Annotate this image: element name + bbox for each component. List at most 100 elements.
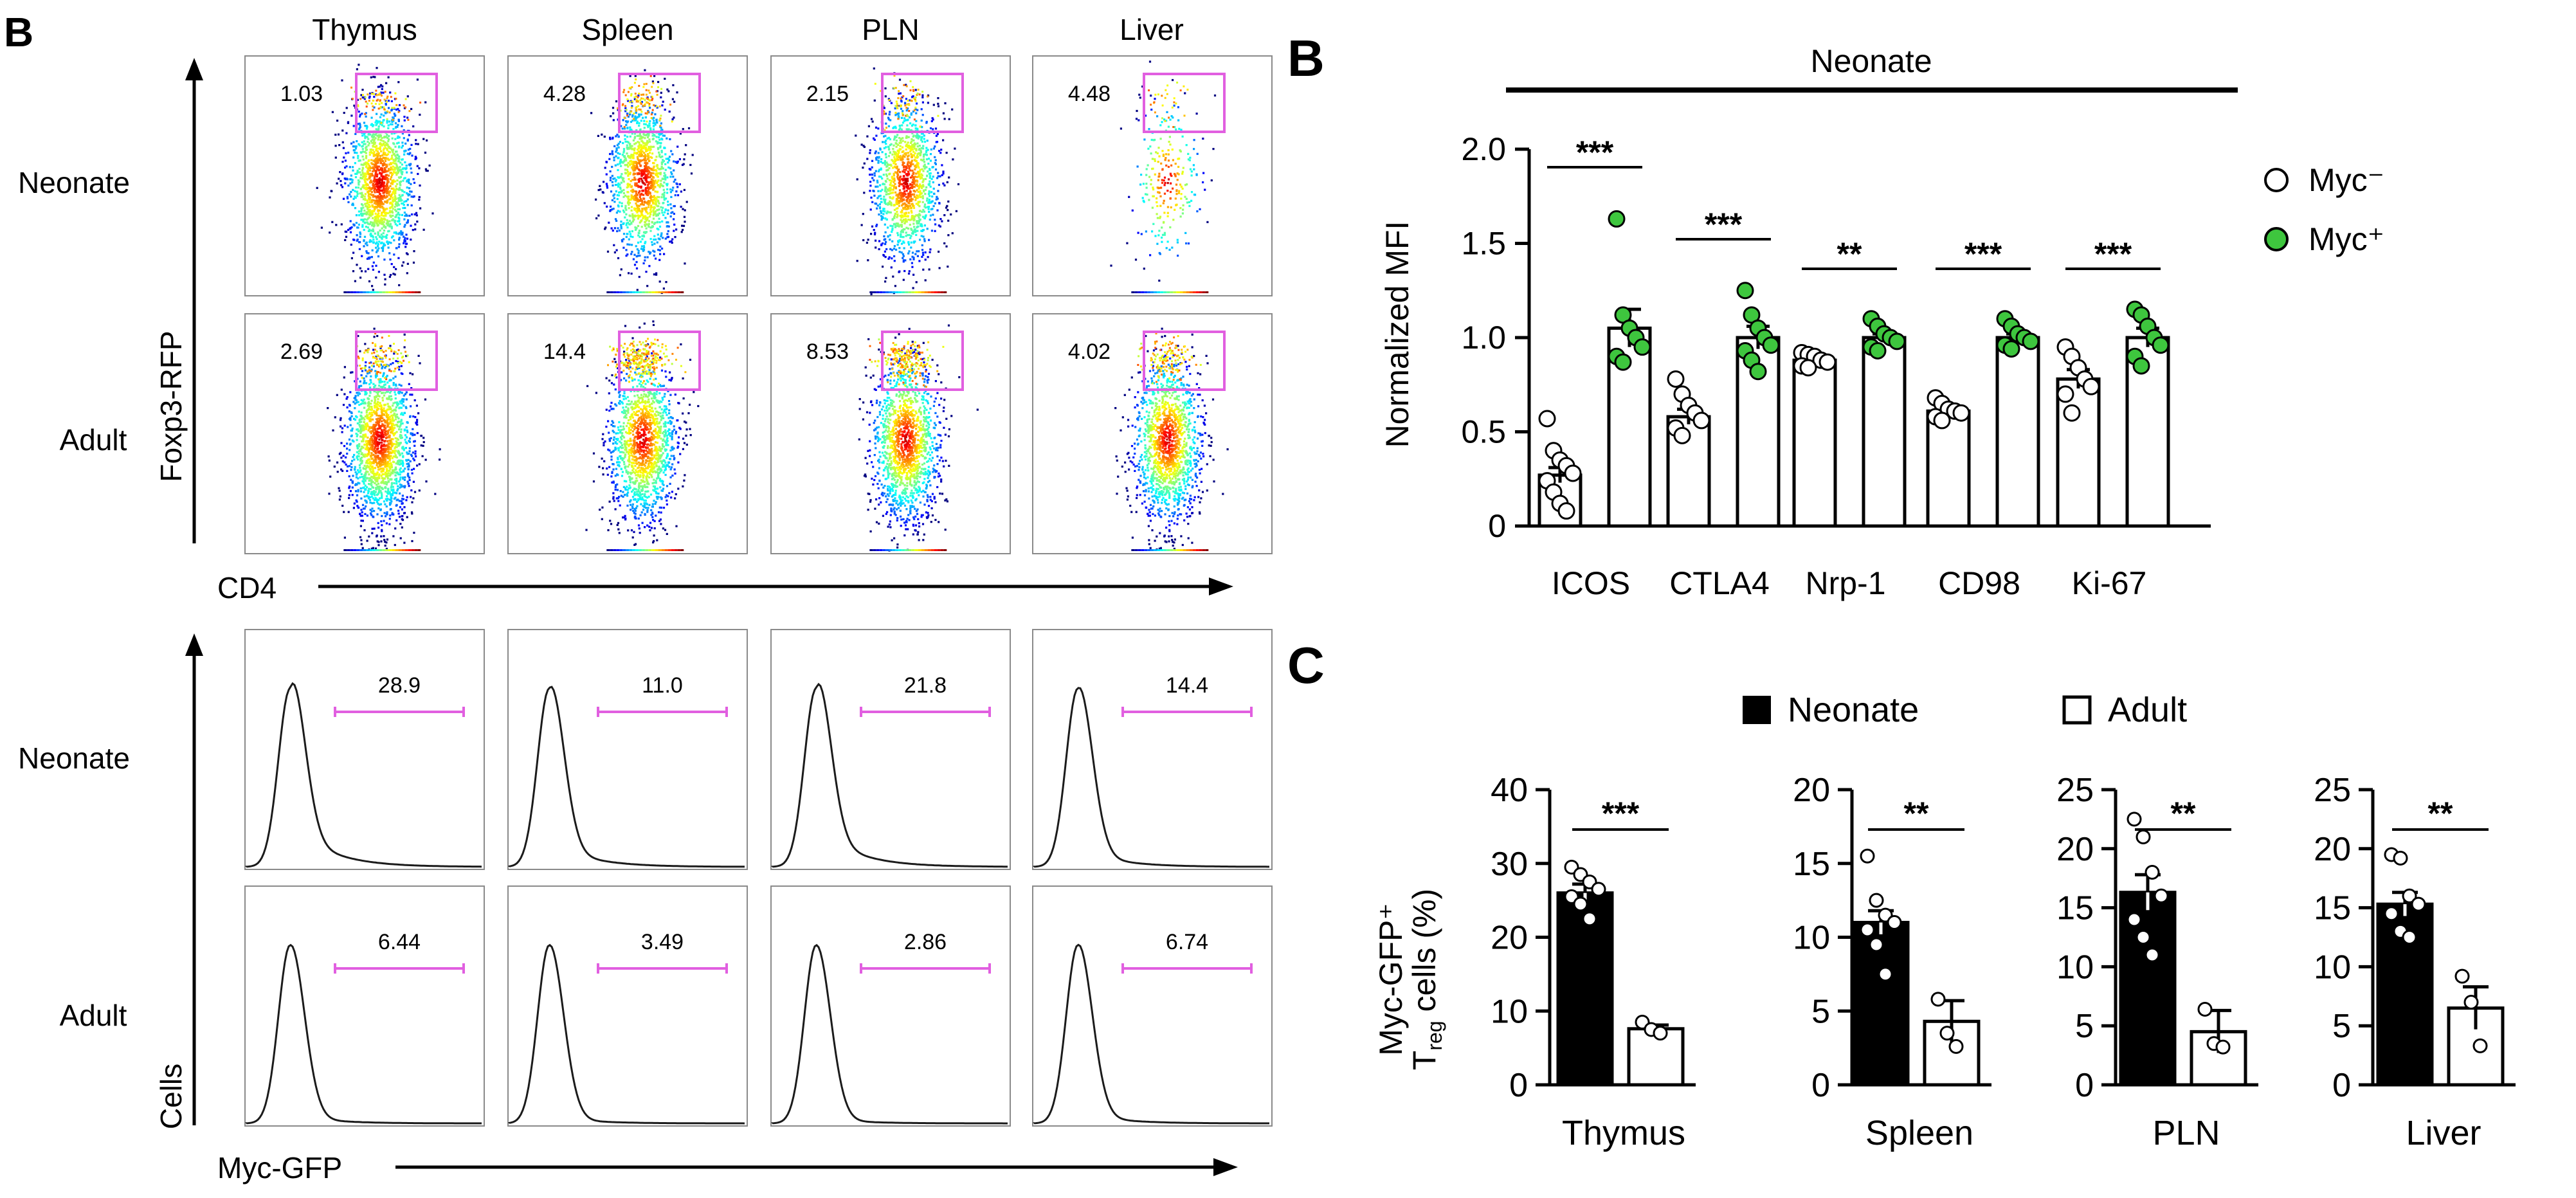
significance-stars: *** [1705,206,1743,242]
dot-plot: 4.48 [1032,55,1273,296]
data-point [2145,947,2160,963]
y-tick-label: 5 [2332,1008,2351,1045]
dot-plot-events [1114,327,1229,551]
data-point [1860,922,1875,938]
legend-swatch-adult [2062,695,2092,725]
legend-swatch-neonate [1743,696,1771,724]
data-point [2022,332,2040,350]
data-point [1819,353,1837,371]
y-tick-label: 1.0 [1461,320,1506,356]
dot-plot-events [1110,60,1217,293]
data-point [2402,888,2417,903]
dot-plot-events [316,64,434,293]
histogram-frame [244,885,485,1127]
y-tick-label: 5 [1811,993,1830,1030]
data-point [1557,502,1575,520]
legend-label-neonate: Neonate [1788,691,1919,729]
data-point [2145,865,2160,880]
treg-y-axis-label-line2: Treg cells (%) [1406,889,1446,1070]
legend-label-adult: Adult [2108,691,2187,729]
significance-stars: *** [1576,134,1614,170]
treg-gate [618,73,701,133]
data-point [1564,464,1582,482]
histogram-frame [507,629,748,870]
legend-swatch-myc-neg [2264,168,2289,192]
histogram-grid: 28.9 11.0 21.8 14.4 6.44 3.49 2.86 6.74 [244,629,1273,1127]
histogram-gate-value: 21.8 [904,673,947,698]
cd4-axis-arrowhead [1209,577,1233,595]
myc-gfp-axis-arrowhead [1213,1158,1238,1176]
significance-stars: *** [1964,236,2002,272]
histogram: 3.49 [507,885,748,1127]
dot-plot-grid: 1.03 4.28 2.15 4.48 2.69 14.4 8.53 4.02 [244,55,1273,554]
data-point [2402,930,2417,945]
data-point [2136,829,2151,844]
histogram: 6.74 [1032,885,1273,1127]
y-tick-label: 25 [2314,772,2351,809]
treg-gate [355,331,438,391]
data-point [2132,357,2150,375]
significance-stars: ** [2428,795,2453,831]
data-point [2411,896,2426,912]
category-label: Liver [2406,1114,2481,1152]
dot-plot: 2.69 [244,313,485,554]
y-tick-label: 0.5 [1461,414,1506,450]
treg-gate [618,331,701,391]
dot-plot-events [327,327,441,551]
data-point [1749,363,1767,381]
y-tick-label: 2.0 [1461,131,1506,167]
dot-plot-frame [770,55,1011,296]
histogram: 11.0 [507,629,748,870]
cd4-axis-label: CD4 [217,571,277,604]
tissue-header: PLN [862,13,919,46]
data-point [1869,342,1887,360]
histogram-frame [1032,629,1273,870]
data-point [1952,404,1970,422]
data-point [2002,340,2020,358]
treg-gate [1143,73,1226,133]
y-tick-label: 10 [2314,948,2351,986]
y-tick-label: 15 [2314,890,2351,927]
gate-percentage: 8.53 [806,340,849,364]
dot-plot: 8.53 [770,313,1011,554]
legend-label-myc-neg: Myc⁻ [2308,162,2384,198]
significance-stars: *** [1602,795,1640,831]
foxp3-axis-arrowhead [185,58,203,80]
histogram-gate-value: 2.86 [904,930,947,954]
data-point [1887,915,1902,930]
row-label-neonate: Neonate [18,166,130,199]
data-point [2056,385,2074,403]
category-label: CTLA4 [1669,565,1770,601]
data-point [1614,353,1632,371]
data-point [2197,1001,2213,1017]
gate-percentage: 4.48 [1068,82,1111,106]
dot-plot-frame [1032,55,1273,296]
dot-plot-events [858,324,979,552]
treg-gate [355,73,438,133]
legend-swatch-myc-pos [2264,227,2289,251]
y-tick-label: 0 [1811,1067,1830,1104]
data-point [1933,412,1951,430]
data-point [1869,893,1884,908]
y-tick-label: 0 [2075,1067,2094,1104]
data-point [2127,912,2142,927]
histogram: 28.9 [244,629,485,870]
dot-plot: 4.02 [1032,313,1273,554]
flow-cytometry-panel: B Thymus Spleen PLN Liver Neonate Adult … [4,9,1273,1184]
histogram: 2.86 [770,885,1011,1127]
dot-plot: 14.4 [507,313,748,554]
histogram-curve [245,943,482,1125]
legend-label-myc-pos: Myc⁺ [2308,221,2384,257]
significance-stars: ** [2171,795,2196,831]
treg-rest: cells (%) [1406,889,1442,1021]
y-tick-label: 40 [1491,772,1528,809]
data-point [1673,426,1691,444]
bar [1862,336,1907,528]
y-tick-label: 20 [2056,831,2094,868]
gate-percentage: 2.15 [806,82,849,106]
row-label-adult-hist: Adult [60,999,127,1032]
histogram-curve [508,943,745,1125]
histogram-frame [244,629,485,870]
data-point [1762,336,1780,354]
row-label-adult: Adult [60,423,127,457]
